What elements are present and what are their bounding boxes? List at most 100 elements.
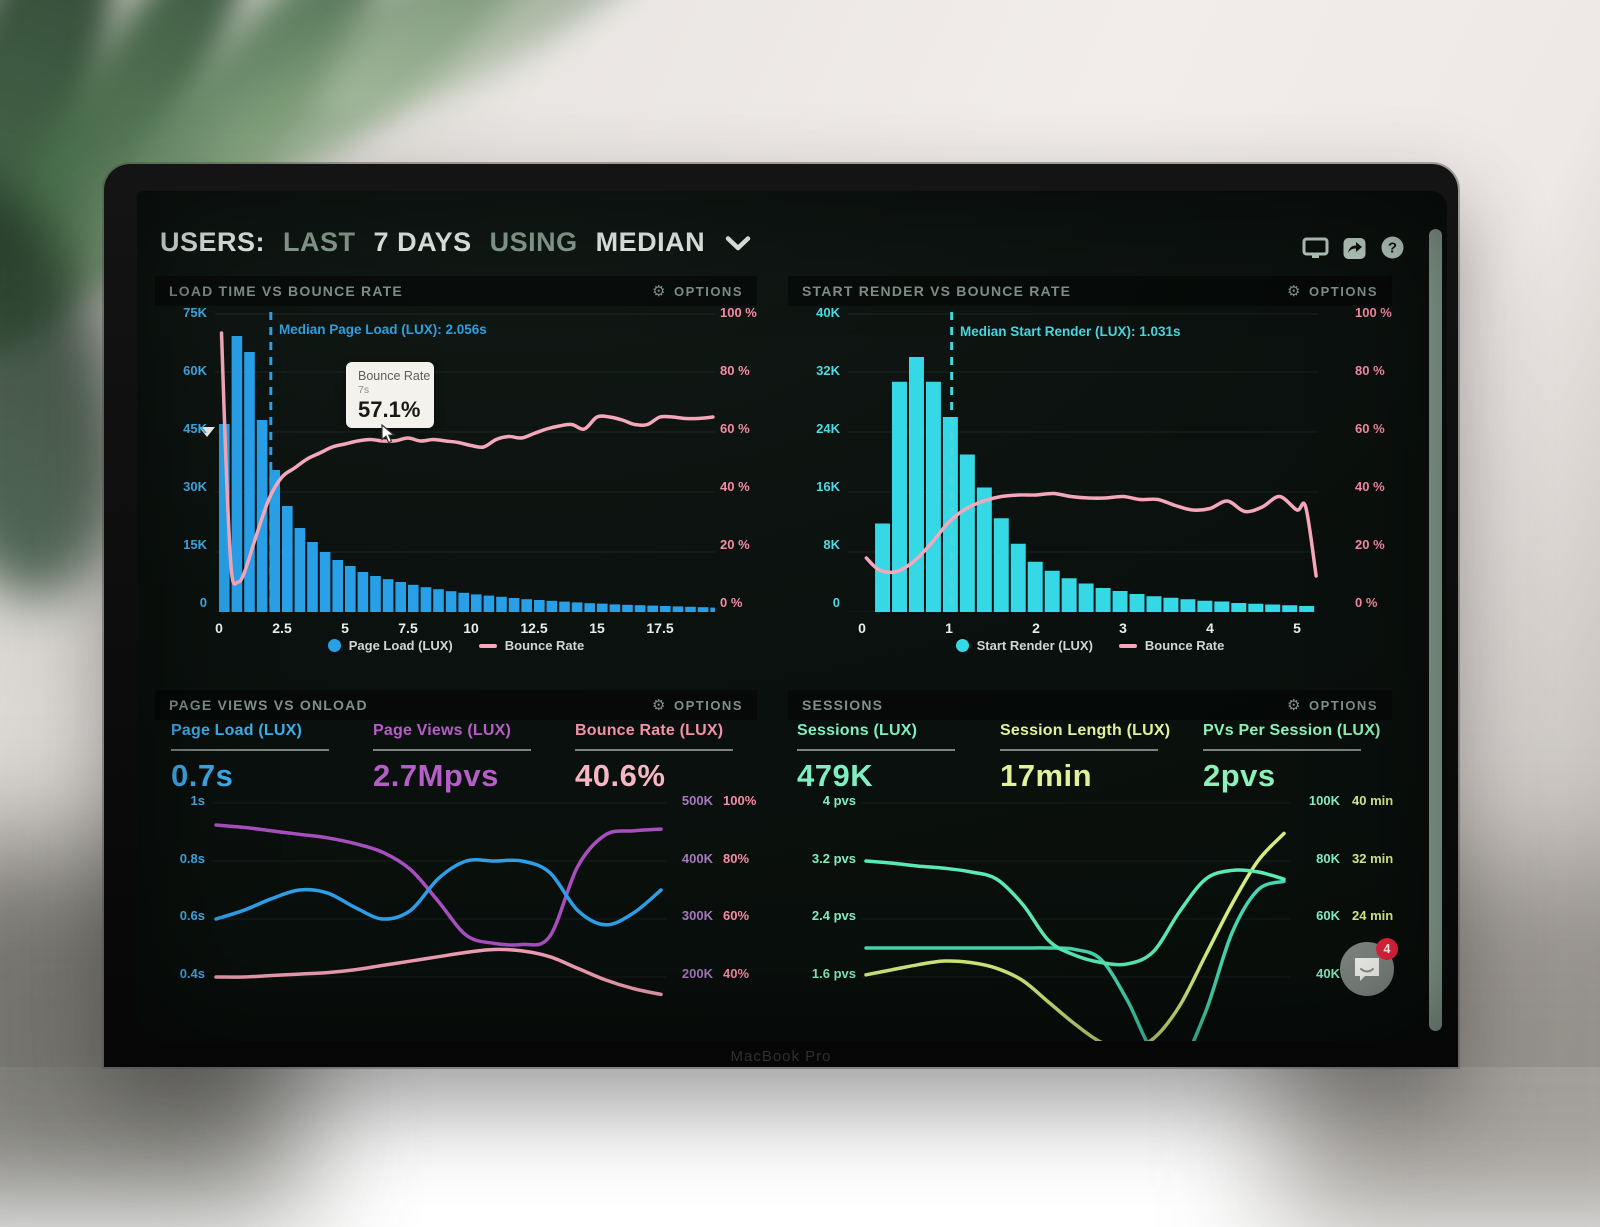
axis-tick-label: 80 % <box>720 363 750 378</box>
metric-sessions: Sessions (LUX) 479K <box>797 722 987 794</box>
legend-item[interactable]: Bounce Rate <box>479 638 584 653</box>
axis-tick-label: 4 pvs <box>823 793 856 808</box>
options-button[interactable]: ⚙ OPTIONS <box>1287 698 1378 713</box>
axis-tick-label: 40K <box>1316 966 1340 981</box>
metric-divider <box>1203 749 1361 751</box>
axis-tick-label: 100 % <box>1355 305 1392 320</box>
options-button[interactable]: ⚙ OPTIONS <box>1287 284 1378 299</box>
bounce-rate-tooltip: Bounce Rate 7s 57.1% <box>346 362 434 428</box>
gear-icon: ⚙ <box>652 284 667 299</box>
legend-label: Bounce Rate <box>505 638 584 653</box>
gear-icon: ⚙ <box>1287 698 1302 713</box>
chart-legend: Page Load (LUX) Bounce Rate <box>155 638 757 653</box>
metric-bounce-rate: Bounce Rate (LUX) 40.6% <box>575 722 765 794</box>
title-using: USING <box>490 227 578 257</box>
metric-page-views: Page Views (LUX) 2.7Mpvs <box>373 722 563 794</box>
metric-label: Page Load (LUX) <box>171 722 361 740</box>
panel-title: PAGE VIEWS VS ONLOAD <box>169 697 368 713</box>
metric-divider <box>797 749 955 751</box>
options-button[interactable]: ⚙ OPTIONS <box>652 284 743 299</box>
title-7days: 7 DAYS <box>374 227 472 257</box>
start-render-chart[interactable] <box>848 312 1318 612</box>
display-icon[interactable] <box>1302 236 1329 260</box>
axis-tick-label: 1.6 pvs <box>812 966 856 981</box>
panel-sessions: SESSIONS ⚙ OPTIONS Sessions (LUX) 479K S… <box>788 690 1392 1041</box>
metric-divider <box>1000 749 1158 751</box>
metric-divider <box>373 749 531 751</box>
panel-header: LOAD TIME VS BOUNCE RATE ⚙ OPTIONS <box>155 276 757 306</box>
axis-tick-label: 40K <box>816 305 840 320</box>
axis-tick-label: 2.4 pvs <box>812 908 856 923</box>
axis-tick-label: 0 <box>833 595 840 610</box>
chevron-down-icon[interactable] <box>725 236 751 251</box>
legend-dot-icon <box>328 639 341 652</box>
load-time-chart[interactable] <box>215 312 715 612</box>
axis-tick-label: 80K <box>1316 851 1340 866</box>
legend-item[interactable]: Start Render (LUX) <box>956 638 1093 653</box>
help-icon[interactable]: ? <box>1380 235 1405 260</box>
axis-tick-label: 24K <box>816 421 840 436</box>
axis-tick-label: 60 % <box>1355 421 1385 436</box>
chat-widget-button[interactable]: 4 <box>1340 942 1394 996</box>
axis-tick-label: 1s <box>191 793 205 808</box>
metric-label: Session Length (LUX) <box>1000 722 1190 740</box>
x-axis-tick-label: 0 <box>858 620 866 636</box>
axis-tick-label: 60K <box>183 363 207 378</box>
axis-tick-label: 75K <box>183 305 207 320</box>
title-users: USERS: <box>160 227 265 257</box>
metric-divider <box>575 749 733 751</box>
x-axis-tick-label: 5 <box>341 620 349 636</box>
axis-tick-label: 0.8s <box>180 851 205 866</box>
chat-bubble-icon <box>1352 955 1382 983</box>
axis-tick-label: 400K <box>682 851 713 866</box>
chart-legend: Start Render (LUX) Bounce Rate <box>788 638 1392 653</box>
laptop: USERS: LAST 7 DAYS USING MEDIAN ? <box>104 164 1458 1067</box>
legend-item[interactable]: Page Load (LUX) <box>328 638 453 653</box>
panel-title: LOAD TIME VS BOUNCE RATE <box>169 283 403 299</box>
metric-label: Bounce Rate (LUX) <box>575 722 765 740</box>
panel-header: SESSIONS ⚙ OPTIONS <box>788 690 1392 720</box>
axis-tick-label: 100% <box>723 793 756 808</box>
legend-dash-icon <box>1119 644 1137 648</box>
dashboard-screen: USERS: LAST 7 DAYS USING MEDIAN ? <box>137 191 1447 1041</box>
page-title[interactable]: USERS: LAST 7 DAYS USING MEDIAN <box>160 227 751 258</box>
metric-label: Page Views (LUX) <box>373 722 563 740</box>
metric-pvs-per-session: PVs Per Session (LUX) 2pvs <box>1203 722 1393 794</box>
metric-value: 2.7Mpvs <box>373 758 563 794</box>
metric-divider <box>171 749 329 751</box>
bezel-label: MacBook Pro <box>730 1048 831 1065</box>
mouse-cursor <box>380 424 398 444</box>
metric-value: 0.7s <box>171 758 361 794</box>
x-axis-tick-label: 0 <box>215 620 223 636</box>
legend-item[interactable]: Bounce Rate <box>1119 638 1224 653</box>
axis-tick-label: 0 % <box>1355 595 1377 610</box>
axis-tick-label: 80% <box>723 851 749 866</box>
title-median: MEDIAN <box>596 227 706 257</box>
axis-tick-label: 500K <box>682 793 713 808</box>
sessions-chart[interactable] <box>862 800 1290 1041</box>
x-axis-tick-label: 3 <box>1119 620 1127 636</box>
median-page-load-label: Median Page Load (LUX): 2.056s <box>279 322 487 337</box>
axis-tick-label: 60% <box>723 908 749 923</box>
scrollbar[interactable] <box>1429 229 1442 1031</box>
axis-tick-label: 0 <box>200 595 207 610</box>
panel-start-render-vs-bounce-rate: START RENDER VS BOUNCE RATE ⚙ OPTIONS Me… <box>788 276 1392 676</box>
panel-header: PAGE VIEWS VS ONLOAD ⚙ OPTIONS <box>155 690 757 720</box>
options-label: OPTIONS <box>674 698 743 713</box>
x-axis-tick-label: 7.5 <box>398 620 417 636</box>
axis-tick-label: 20 % <box>720 537 750 552</box>
metric-label: PVs Per Session (LUX) <box>1203 722 1393 740</box>
metric-value: 17min <box>1000 758 1190 794</box>
options-label: OPTIONS <box>1309 284 1378 299</box>
metric-session-length: Session Length (LUX) 17min <box>1000 722 1190 794</box>
page-views-onload-chart[interactable] <box>212 800 667 1041</box>
options-button[interactable]: ⚙ OPTIONS <box>652 698 743 713</box>
share-icon[interactable] <box>1342 236 1367 260</box>
svg-text:?: ? <box>1388 240 1397 257</box>
metric-value: 2pvs <box>1203 758 1393 794</box>
legend-dot-icon <box>956 639 969 652</box>
axis-tick-label: 32K <box>816 363 840 378</box>
median-start-render-label: Median Start Render (LUX): 1.031s <box>960 324 1181 339</box>
axis-tick-label: 40 % <box>720 479 750 494</box>
axis-tick-label: 20 % <box>1355 537 1385 552</box>
